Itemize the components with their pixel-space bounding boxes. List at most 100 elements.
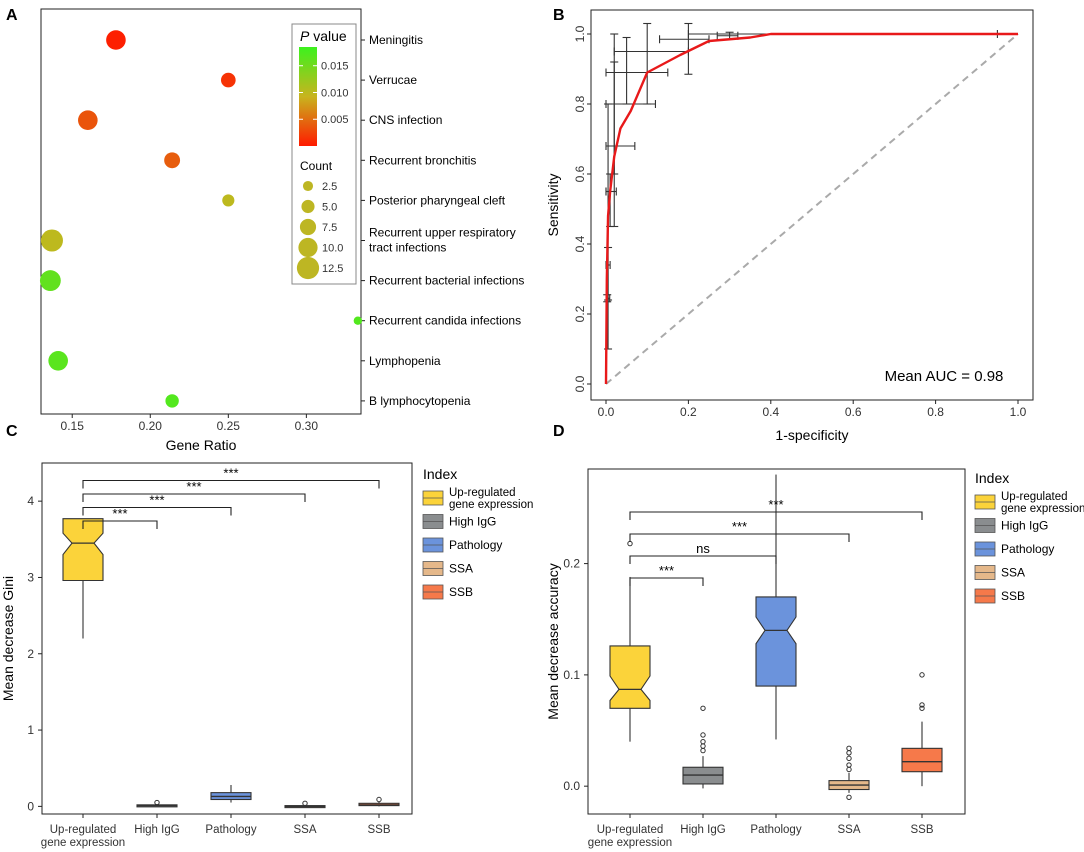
panel-d-significance-bracket: *** (629, 519, 850, 542)
panel-d-x-tick-label-text: Up-regulated (597, 824, 663, 836)
panel-b-error-bar (659, 22, 710, 75)
panel-a-dot (220, 72, 236, 88)
panel-d-significance-label: *** (732, 519, 747, 534)
panel-d-x-tick-label-text: SSA (837, 824, 860, 836)
panel-d-box-outlier (919, 705, 925, 711)
panel-b-x-tick-label: 0.4 (762, 405, 779, 419)
panel-d-legend-label: High IgG (1001, 519, 1048, 533)
panel-c-significance-label: *** (223, 466, 238, 481)
panel-c-significance-line (82, 506, 232, 516)
panel-d-legend-label: gene expression (1001, 503, 1084, 515)
panel-a-legend-size-dot (301, 199, 315, 214)
panel-c-significance-label: *** (149, 493, 164, 508)
panel-c-y-tick-label: 4 (27, 494, 34, 508)
panel-a-x-tick-label: 0.20 (139, 419, 163, 433)
panel-c-legend-label: gene expression (449, 499, 533, 511)
panel-d-box-outlier (846, 745, 852, 752)
panel-d-box-outlier (846, 766, 852, 773)
panel-c-plot-frame (41, 462, 413, 815)
panel-c-legend-item: SSA (422, 561, 473, 576)
panel-d-significance-line (629, 555, 777, 564)
panel-b-error-bar (605, 36, 669, 105)
panel-b-y-tick-label: 0.4 (573, 235, 587, 252)
panel-d-box-body (609, 645, 651, 709)
panel-a-plot-frame (40, 8, 362, 415)
panel-a-category-label-text: CNS infection (369, 113, 442, 127)
panel-a-category-label-text: Recurrent bronchitis (369, 153, 476, 167)
panel-d-legend-label: SSB (1001, 589, 1025, 603)
panel-d-significance-label: *** (768, 497, 783, 512)
panel-d-legend-item: High IgG (974, 518, 1048, 533)
panel-d-x-tick-label-text: Pathology (750, 824, 801, 836)
panel-c-box (210, 785, 252, 803)
panel-a-dot (165, 394, 179, 408)
panel-d-significance-line (629, 533, 850, 542)
panel-b-x-axis-title: 1-specificity (775, 427, 848, 443)
panel-a-legend-size-dot (299, 218, 317, 236)
panel-c-significance-line (82, 479, 380, 489)
panel-a-legend-size-dot (296, 256, 320, 280)
panel-a-category-label: Meningitis (369, 33, 423, 47)
panel-a-category-label: B lymphocytopenia (369, 394, 471, 408)
panel-a-category-label-text: Recurrent upper respiratory (369, 226, 516, 240)
panel-c-significance-bracket: *** (82, 466, 380, 489)
panel-b-y-axis-title: Sensitivity (545, 173, 561, 236)
panel-c-significance-bracket: *** (82, 479, 306, 502)
panel-b-y-tick-label: 1.0 (573, 25, 587, 42)
panel-c-y-tick-label: 1 (27, 723, 34, 737)
panel-d-box (682, 705, 724, 789)
panel-c-significance-label: *** (186, 479, 201, 494)
panel-a-legend-p-title: P value (300, 28, 347, 44)
panel-c-x-tick-label-text: gene expression (41, 837, 125, 849)
panel-c-legend-item: Pathology (422, 537, 502, 553)
panel-d-box (755, 474, 797, 740)
panel-c-box-body (62, 518, 104, 582)
panel-a-category-label-text: Verrucae (369, 73, 417, 87)
panel-a-legend-size-label: 7.5 (322, 222, 337, 234)
panel-d-box-outlier (846, 750, 852, 756)
panel-a-category-label-text: Meningitis (369, 33, 423, 47)
panel-c-significance-bracket: *** (82, 506, 158, 529)
panel-c-x-tick-label-text: Up-regulated (50, 824, 116, 836)
panel-a-legend-p-title-rest: value (309, 28, 347, 44)
panel-label-c: C (6, 423, 18, 440)
panel-a-category-label: Recurrent bacterial infections (369, 274, 524, 288)
panel-d-significance-bracket: *** (629, 563, 704, 586)
panel-d-x-tick-label: SSA (837, 824, 860, 836)
panel-a-x-axis-title: Gene Ratio (166, 437, 237, 453)
panel-b-y-tick-label: 0.0 (573, 375, 587, 392)
panel-a-colorbar (299, 47, 317, 146)
panel-c-y-tick-label: 0 (27, 799, 34, 813)
panel-d-legend-label: Pathology (1001, 542, 1054, 556)
panel-c-significance-label: *** (112, 506, 127, 521)
panel-c-x-tick-label: SSA (293, 824, 316, 836)
panel-d-x-tick-label-text: gene expression (588, 837, 672, 849)
panel-c-y-axis-title: Mean decrease Gini (0, 576, 16, 701)
panel-d-box-outlier (919, 702, 925, 708)
panel-b-x-tick-label: 0.0 (598, 405, 615, 419)
panel-d-box-outlier (700, 738, 706, 745)
panel-d-box-outlier (846, 794, 852, 801)
panel-c-y-tick-label: 2 (27, 647, 34, 661)
panel-a-legend-size-dot (298, 237, 318, 258)
panel-c-x-tick-label-text: SSB (367, 824, 390, 836)
panel-a-category-label: CNS infection (369, 113, 442, 127)
panel-c-box (62, 518, 104, 639)
panel-a-colorbar-label: 0.010 (321, 87, 349, 99)
panel-c-legend-label: SSB (449, 585, 473, 599)
panel-d-x-tick-label-text: SSB (910, 824, 933, 836)
panel-d-x-tick-label: High IgG (680, 824, 725, 836)
panel-b-y-tick-label: 0.2 (573, 305, 587, 322)
panel-b-diagonal-line (605, 33, 1019, 385)
panel-a-x-tick-label: 0.25 (217, 419, 241, 433)
panel-a-dot (164, 152, 181, 169)
panel-c-box (284, 800, 326, 809)
panel-d-box (901, 672, 943, 787)
panel-c-legend-label: SSA (449, 562, 473, 576)
panel-label-a: A (6, 7, 18, 24)
